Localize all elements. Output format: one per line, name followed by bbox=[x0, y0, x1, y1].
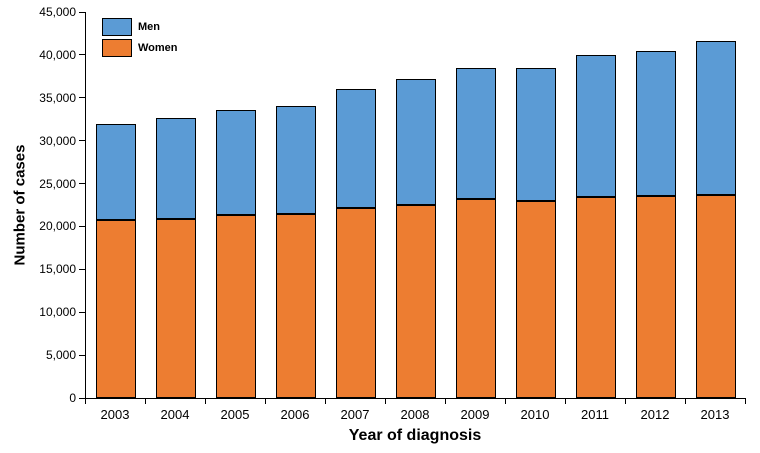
y-tick-mark bbox=[79, 54, 85, 56]
bar-segment-women-2009 bbox=[456, 199, 496, 398]
bar-segment-women-2007 bbox=[336, 207, 376, 398]
legend-swatch-women bbox=[102, 39, 132, 57]
y-tick-mark bbox=[79, 11, 85, 13]
x-tick-mark bbox=[265, 399, 266, 404]
x-tick-label-2004: 2004 bbox=[160, 407, 190, 422]
x-tick-mark bbox=[685, 399, 686, 404]
x-tick-label-2010: 2010 bbox=[520, 407, 550, 422]
bar-segment-women-2005 bbox=[216, 215, 256, 398]
x-tick-label-2013: 2013 bbox=[700, 407, 730, 422]
legend-item-men: Men bbox=[102, 18, 178, 36]
bar-segment-men-2006 bbox=[276, 105, 316, 214]
y-tick-label: 0 bbox=[69, 391, 76, 405]
x-tick-mark bbox=[145, 399, 146, 404]
bar-segment-men-2003 bbox=[96, 123, 136, 221]
legend-swatch-men bbox=[102, 18, 132, 36]
y-tick-mark bbox=[79, 225, 85, 227]
y-axis-title: Number of cases bbox=[11, 144, 29, 266]
bar-segment-men-2008 bbox=[396, 78, 436, 205]
x-tick-label-2008: 2008 bbox=[400, 407, 430, 422]
x-tick-label-2012: 2012 bbox=[640, 407, 670, 422]
y-tick-label: 30,000 bbox=[39, 133, 76, 148]
bar-segment-men-2013 bbox=[696, 41, 736, 195]
y-tick-mark bbox=[79, 97, 85, 99]
x-tick-mark bbox=[745, 399, 746, 404]
x-tick-mark bbox=[85, 399, 86, 404]
y-tick-label: 35,000 bbox=[39, 90, 76, 105]
x-tick-label-2006: 2006 bbox=[280, 407, 310, 422]
x-tick-label-2007: 2007 bbox=[340, 407, 370, 422]
y-tick-mark bbox=[79, 140, 85, 142]
plot-area: Men Women bbox=[85, 12, 746, 399]
bar-segment-women-2012 bbox=[636, 196, 676, 398]
bar-segment-men-2005 bbox=[216, 109, 256, 216]
x-tick-mark bbox=[565, 399, 566, 404]
bar-segment-women-2004 bbox=[156, 218, 196, 398]
legend: Men Women bbox=[102, 18, 178, 57]
legend-item-women: Women bbox=[102, 39, 178, 57]
y-tick-label: 20,000 bbox=[39, 219, 76, 234]
bar-segment-women-2008 bbox=[396, 205, 436, 398]
bar-segment-women-2006 bbox=[276, 213, 316, 398]
y-tick-label: 45,000 bbox=[39, 5, 76, 19]
y-tick-mark bbox=[79, 183, 85, 185]
y-tick-label: 15,000 bbox=[39, 262, 76, 277]
bar-segment-women-2013 bbox=[696, 194, 736, 398]
x-axis-title: Year of diagnosis bbox=[348, 427, 482, 444]
bar-segment-women-2010 bbox=[516, 200, 556, 398]
y-tick-label: 40,000 bbox=[39, 47, 76, 62]
y-tick-label: 10,000 bbox=[39, 305, 76, 320]
bar-segment-men-2011 bbox=[576, 54, 616, 198]
y-tick-mark bbox=[79, 268, 85, 270]
bar-segment-men-2012 bbox=[636, 50, 676, 197]
bar-segment-men-2007 bbox=[336, 89, 376, 208]
x-tick-mark bbox=[205, 399, 206, 404]
y-tick-label: 5,000 bbox=[45, 348, 76, 363]
x-tick-mark bbox=[625, 399, 626, 404]
x-tick-mark bbox=[325, 399, 326, 404]
x-tick-mark bbox=[505, 399, 506, 404]
bar-segment-men-2004 bbox=[156, 117, 196, 219]
y-tick-mark bbox=[79, 311, 85, 313]
x-tick-label-2009: 2009 bbox=[460, 407, 490, 422]
y-tick-label: 25,000 bbox=[39, 176, 76, 191]
legend-label-women: Women bbox=[138, 42, 178, 54]
bar-segment-women-2011 bbox=[576, 197, 616, 398]
x-tick-mark bbox=[385, 399, 386, 404]
x-tick-label-2011: 2011 bbox=[581, 407, 609, 422]
y-tick-mark bbox=[79, 397, 85, 399]
y-tick-mark bbox=[79, 354, 85, 356]
x-tick-label-2003: 2003 bbox=[100, 407, 130, 422]
bar-segment-men-2010 bbox=[516, 67, 556, 201]
bar-segment-women-2003 bbox=[96, 220, 136, 398]
legend-label-men: Men bbox=[138, 21, 160, 33]
x-tick-mark bbox=[445, 399, 446, 404]
bar-segment-men-2009 bbox=[456, 67, 496, 199]
x-tick-label-2005: 2005 bbox=[220, 407, 250, 422]
